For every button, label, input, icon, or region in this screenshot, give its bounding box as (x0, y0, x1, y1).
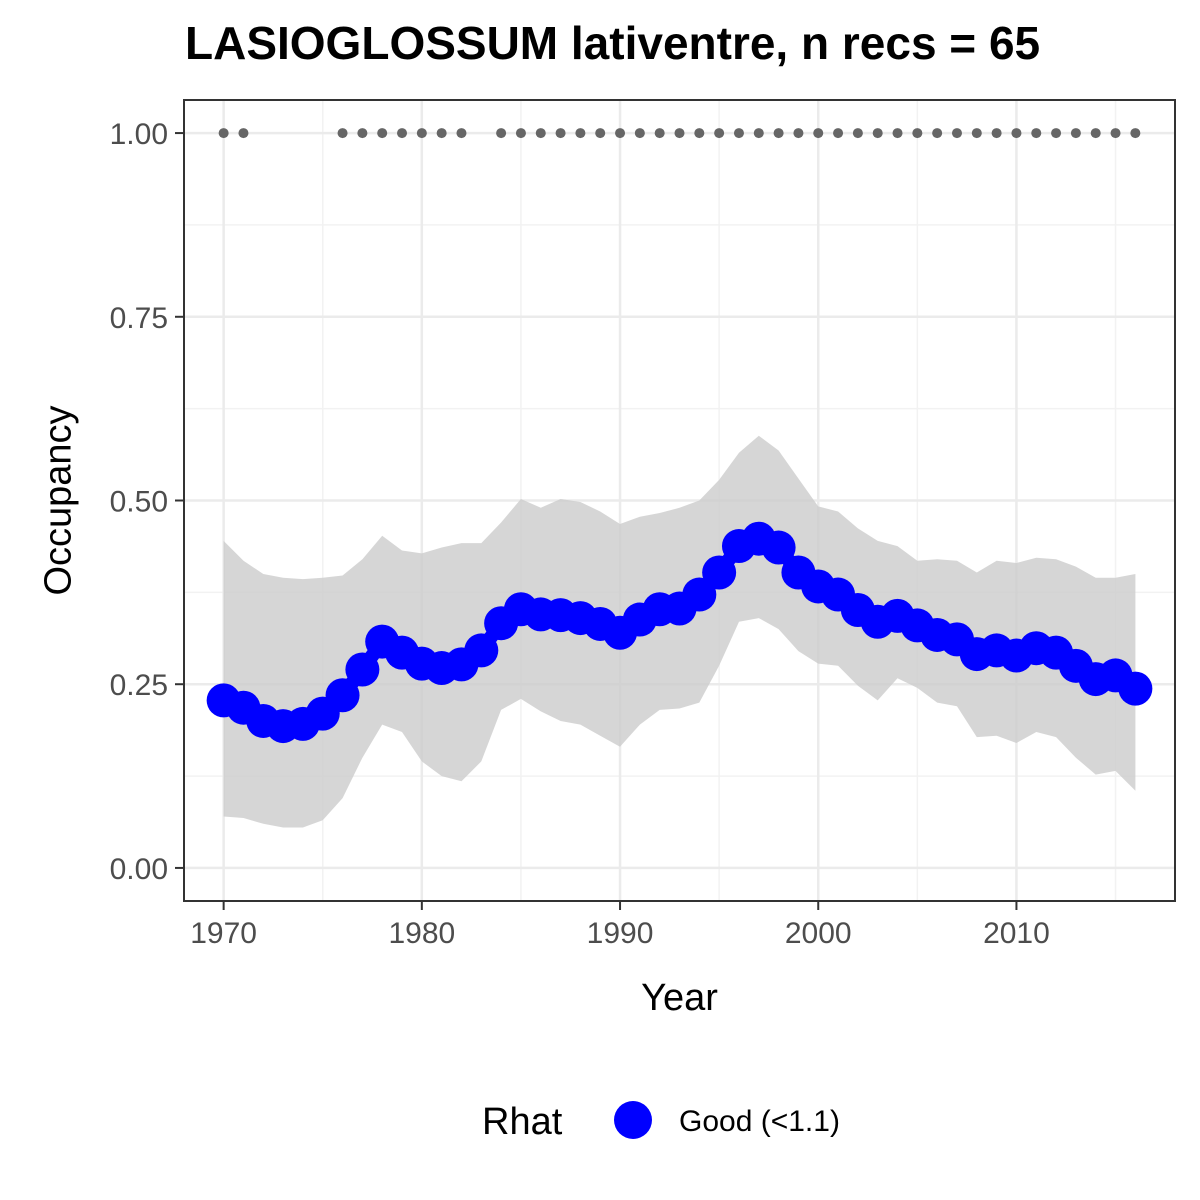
record-point (634, 128, 645, 139)
data-point (325, 678, 360, 713)
x-tick-label: 2000 (785, 917, 852, 950)
legend-label-good: Good (<1.1) (679, 1105, 840, 1138)
data-point (345, 652, 380, 687)
record-point (337, 128, 348, 139)
record-point (892, 128, 903, 139)
credible-interval-ribbon (223, 435, 1136, 828)
credible-interval-layer (223, 435, 1136, 828)
record-point (496, 128, 507, 139)
y-tick-label: 0.00 (110, 853, 168, 886)
record-point (674, 128, 685, 139)
record-point (714, 128, 725, 139)
y-tick-label: 0.25 (110, 669, 168, 702)
record-point (218, 128, 229, 139)
data-point (1118, 671, 1153, 706)
record-point (1130, 128, 1141, 139)
record-point (872, 128, 883, 139)
data-point (702, 555, 737, 590)
data-point (761, 530, 796, 565)
record-point (1031, 128, 1042, 139)
record-point (833, 128, 844, 139)
record-point (456, 128, 467, 139)
record-point (1051, 128, 1062, 139)
x-axis: 1970 1980 1990 2000 2010 (190, 901, 1050, 950)
record-point (1110, 128, 1121, 139)
data-point (682, 577, 717, 612)
record-point (436, 128, 447, 139)
series-layer (206, 521, 1153, 744)
record-point (535, 128, 546, 139)
record-point (753, 128, 764, 139)
record-point (932, 128, 943, 139)
record-points-layer (218, 128, 1141, 139)
record-point (694, 128, 705, 139)
record-point (1070, 128, 1081, 139)
record-point (1011, 128, 1022, 139)
record-point (397, 128, 408, 139)
record-point (357, 128, 368, 139)
record-point (595, 128, 606, 139)
record-point (515, 128, 526, 139)
record-point (733, 128, 744, 139)
record-point (773, 128, 784, 139)
y-tick-label: 0.75 (110, 302, 168, 335)
record-point (238, 128, 249, 139)
x-tick-label: 1970 (190, 917, 257, 950)
record-point (951, 128, 962, 139)
record-point (377, 128, 388, 139)
x-tick-label: 2010 (983, 917, 1050, 950)
x-tick-label: 1990 (587, 917, 654, 950)
record-point (416, 128, 427, 139)
legend-title: Rhat (482, 1101, 563, 1143)
record-point (991, 128, 1002, 139)
record-point (813, 128, 824, 139)
x-tick-label: 1980 (388, 917, 455, 950)
y-axis: 0.00 0.25 0.50 0.75 1.00 (110, 118, 184, 886)
record-point (575, 128, 586, 139)
record-point (654, 128, 665, 139)
y-tick-label: 1.00 (110, 118, 168, 151)
record-point (852, 128, 863, 139)
record-point (615, 128, 626, 139)
record-point (793, 128, 804, 139)
x-axis-title: Year (641, 977, 718, 1019)
legend-key-good (614, 1101, 652, 1139)
chart-title: LASIOGLOSSUM lativentre, n recs = 65 (185, 17, 1041, 69)
record-point (912, 128, 923, 139)
y-tick-label: 0.50 (110, 486, 168, 519)
record-point (971, 128, 982, 139)
legend: Rhat Good (<1.1) (482, 1101, 840, 1143)
record-point (1090, 128, 1101, 139)
y-axis-title: Occupancy (37, 405, 79, 595)
data-point (464, 633, 499, 668)
record-point (555, 128, 566, 139)
